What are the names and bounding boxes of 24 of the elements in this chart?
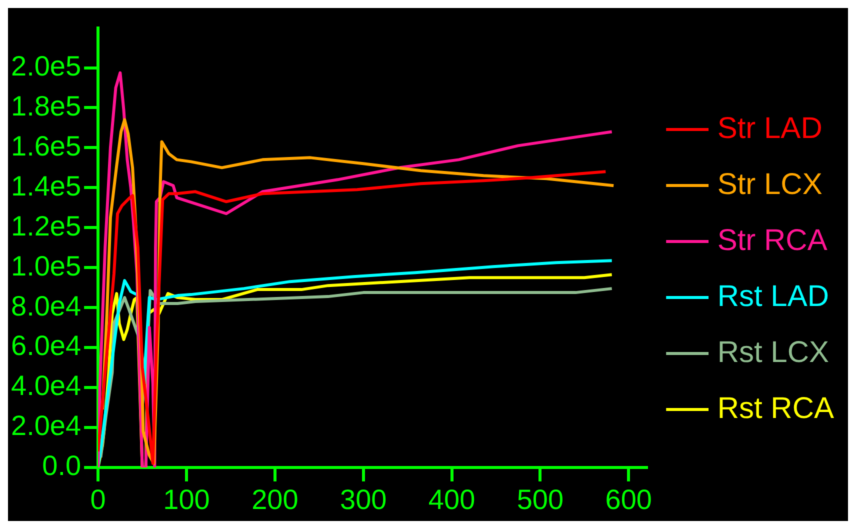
x-tick-label: 300 — [340, 484, 387, 515]
y-tick-label: 1.8e5 — [10, 90, 82, 122]
x-tick-label: 200 — [252, 484, 298, 515]
x-tick-label: 500 — [516, 484, 564, 515]
x-tick-label: 600 — [605, 484, 652, 515]
y-tick-label: 8.0e4 — [10, 290, 82, 322]
y-tick-label: 2.0e4 — [10, 410, 82, 442]
y-tick-label: 1.0e5 — [10, 250, 82, 282]
y-tick-label: 1.4e5 — [10, 170, 82, 202]
x-tick-label: 100 — [163, 484, 210, 515]
y-tick-label: 1.6e5 — [10, 130, 82, 162]
legend-label: Rst LAD — [717, 280, 830, 313]
legend-label: Str RCA — [717, 224, 828, 257]
y-tick-label: 0.0 — [42, 450, 82, 482]
y-tick-label: 1.2e5 — [10, 210, 82, 242]
y-tick-label: 4.0e4 — [10, 370, 82, 402]
y-tick-label: 6.0e4 — [10, 330, 82, 362]
x-tick-label: 400 — [428, 484, 476, 515]
legend-label: Str LCX — [717, 168, 822, 201]
x-tick-label: 0 — [90, 484, 106, 515]
legend-label: Rst LCX — [717, 336, 830, 369]
legend-label: Rst RCA — [717, 392, 834, 425]
y-tick-label: 2.0e5 — [10, 50, 82, 82]
legend-label: Str LAD — [717, 112, 822, 145]
